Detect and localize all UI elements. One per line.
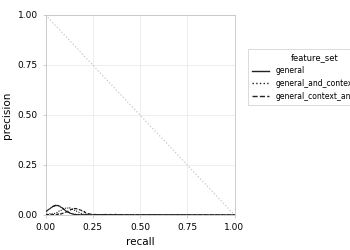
Y-axis label: precision: precision — [2, 91, 12, 139]
X-axis label: recall: recall — [126, 237, 154, 247]
Legend: general, general_and_context, general_context_and_type: general, general_and_context, general_co… — [248, 49, 350, 106]
